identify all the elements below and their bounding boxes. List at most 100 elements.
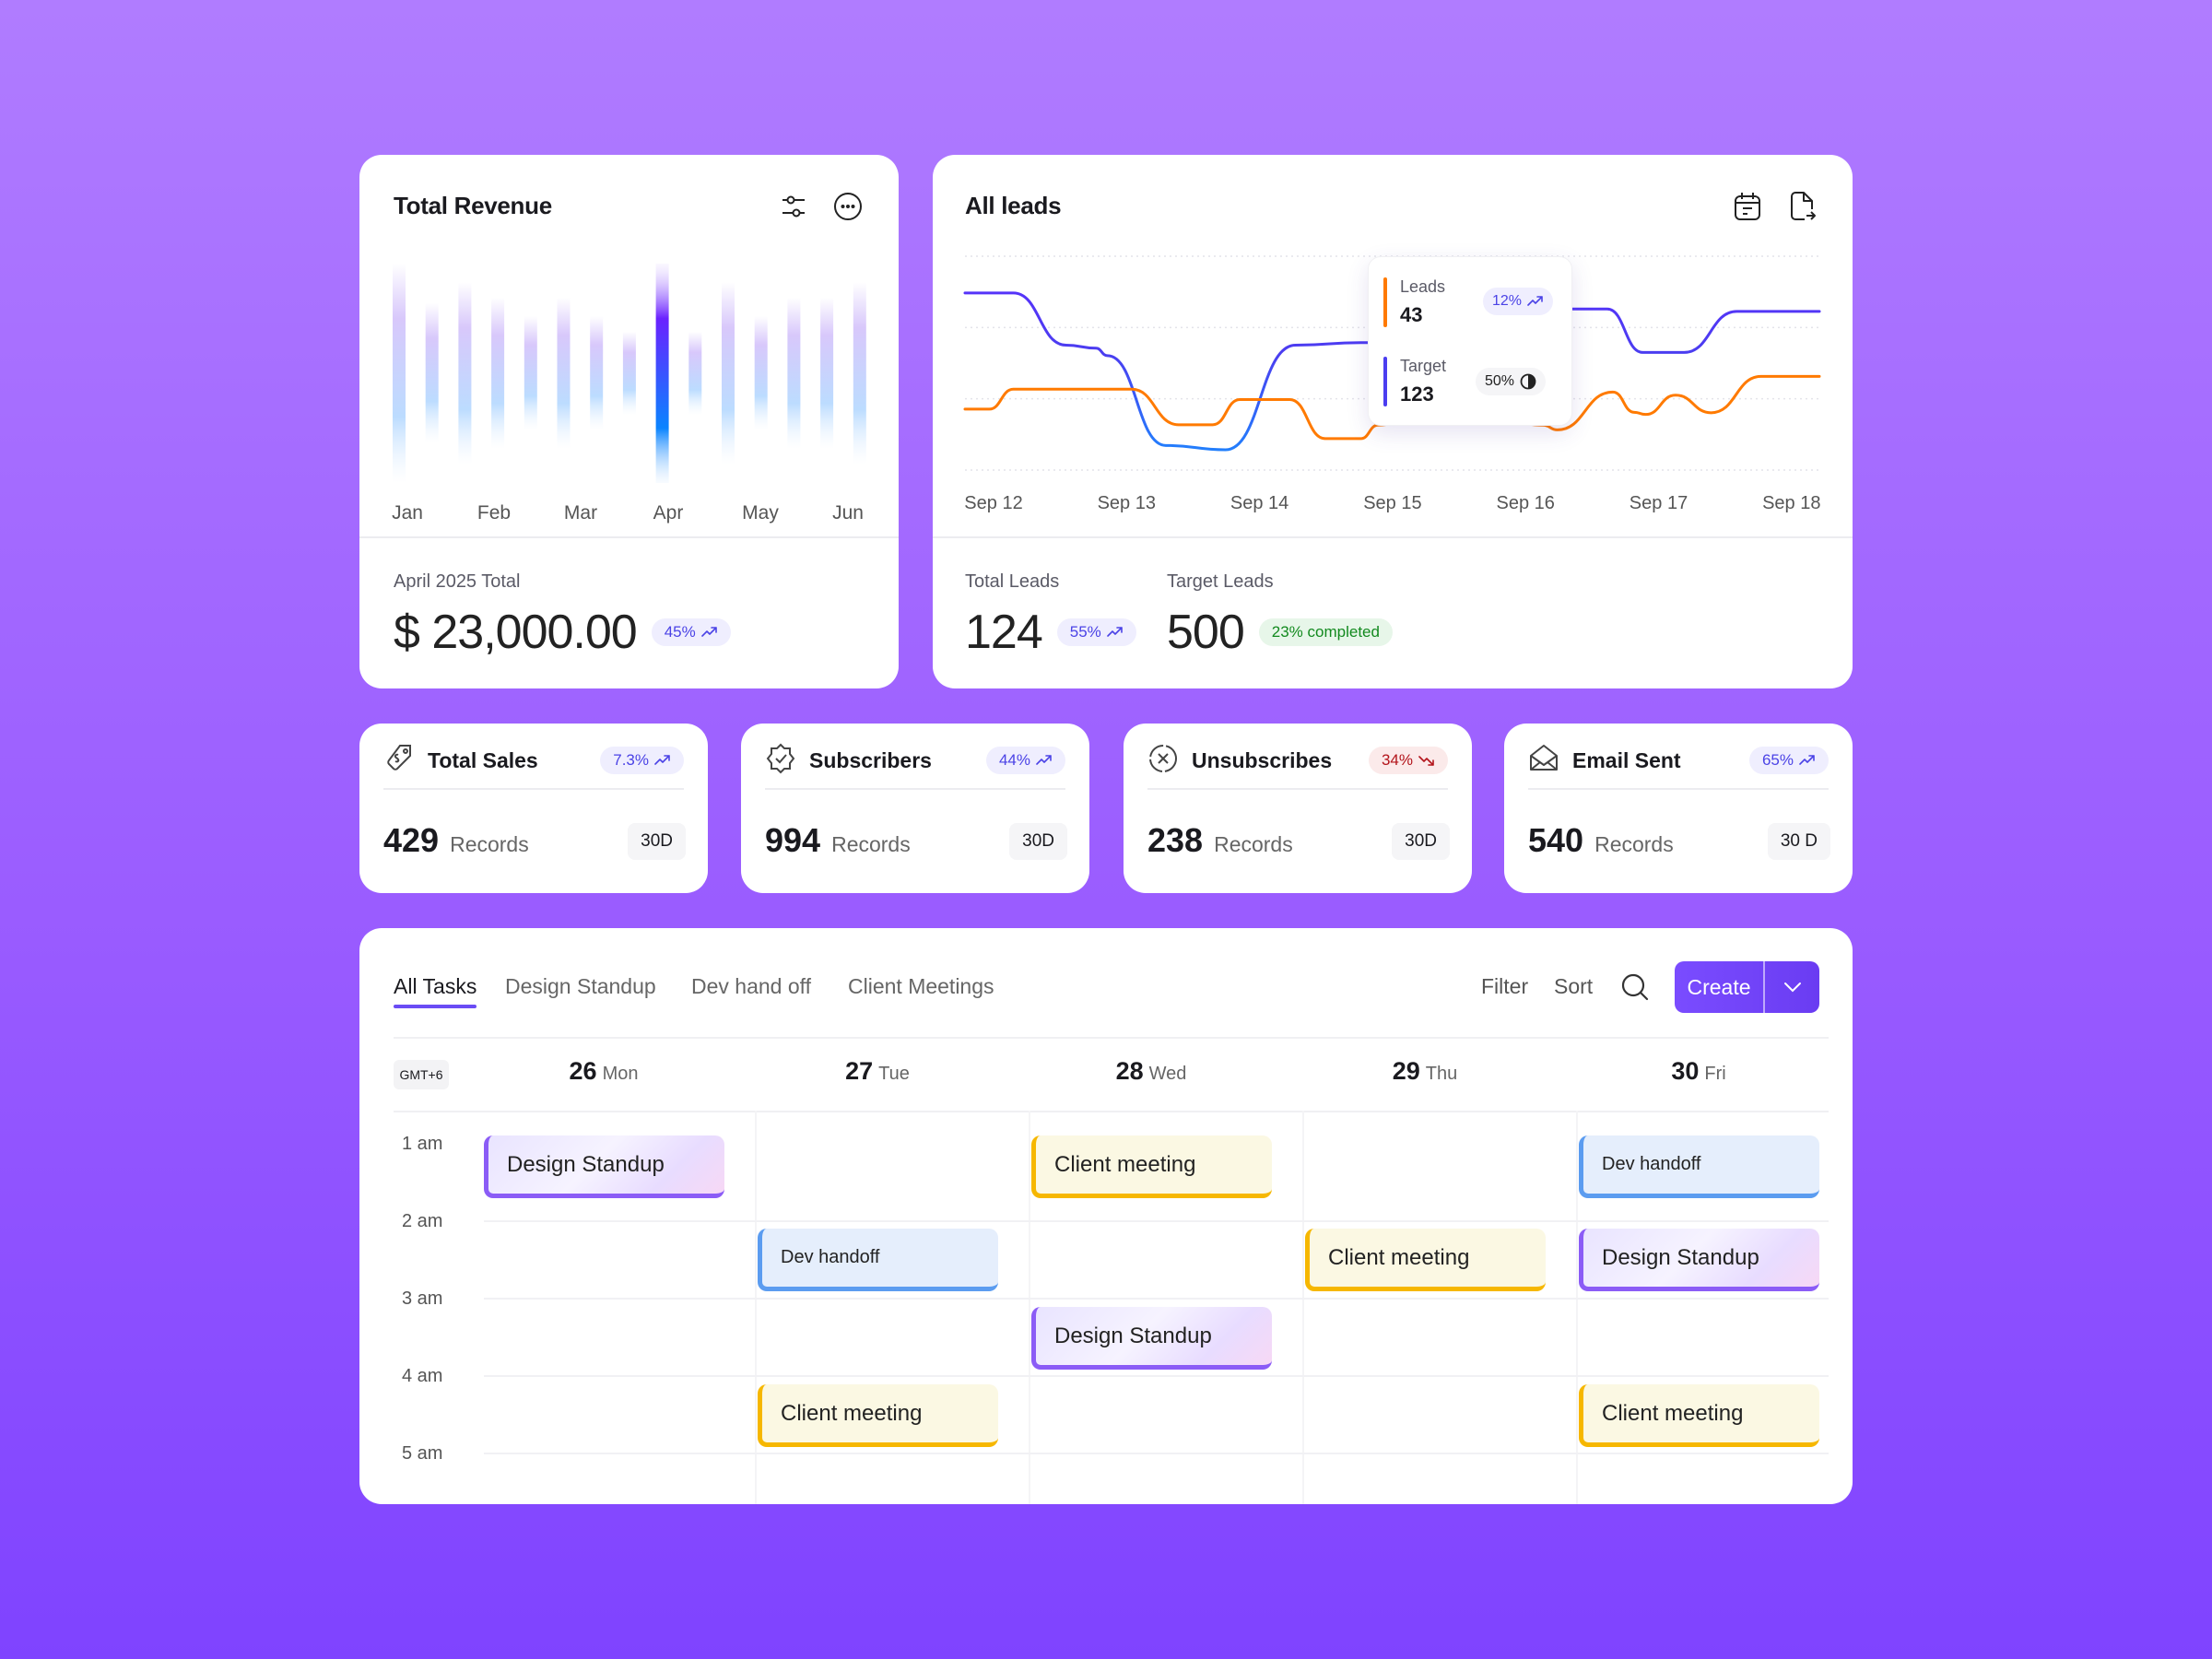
revenue-bar: [754, 316, 768, 430]
hour-label: 3 am: [402, 1288, 443, 1309]
stat-change-badge: 44%: [985, 747, 1065, 774]
envelope-open-icon: [1528, 743, 1559, 779]
divider: [1147, 788, 1448, 790]
stat-unit: Records: [1594, 832, 1674, 856]
day-header: 28 Wed: [1116, 1057, 1187, 1086]
day-name: Mon: [602, 1064, 639, 1084]
tooltip-leads-change-value: 12%: [1492, 293, 1523, 309]
period-selector[interactable]: 30D: [1392, 823, 1450, 860]
divider: [383, 788, 684, 790]
tab-dev-hand-off[interactable]: Dev hand off: [691, 974, 812, 998]
create-dropdown-button[interactable]: [1765, 961, 1819, 1013]
period-selector[interactable]: 30 D: [1767, 823, 1830, 860]
divider: [1528, 788, 1829, 790]
stat-card: Unsubscribes 34% 238 Records 30D: [1124, 724, 1472, 893]
stat-title: Email Sent: [1572, 747, 1681, 772]
revenue-change-badge: 45%: [651, 618, 731, 646]
day-header: 29 Thu: [1393, 1057, 1458, 1086]
target-leads-value: 500: [1167, 606, 1245, 659]
hour-gridline: [484, 1453, 1829, 1454]
hour-label: 1 am: [402, 1134, 443, 1154]
calendar-event-client[interactable]: Client meeting: [1031, 1135, 1272, 1198]
hour-gridline: [484, 1298, 1829, 1300]
sort-button[interactable]: Sort: [1554, 974, 1594, 998]
divider: [359, 536, 899, 538]
hour-label: 2 am: [402, 1211, 443, 1231]
trend-down-icon: [1418, 755, 1435, 766]
hour-label: 5 am: [402, 1443, 443, 1464]
calendar-event-client[interactable]: Client meeting: [1579, 1384, 1819, 1447]
tab-all-tasks[interactable]: All Tasks: [394, 974, 477, 1008]
more-icon[interactable]: [831, 190, 865, 223]
x-circle-icon: [1147, 743, 1179, 779]
day-number: 29: [1392, 1057, 1420, 1085]
tooltip-target-pct-value: 50%: [1485, 373, 1515, 389]
stat-unit: Records: [1214, 832, 1293, 856]
day-number: 26: [569, 1057, 597, 1085]
revenue-bar: [722, 282, 735, 465]
month-tick-label: Feb: [477, 502, 511, 524]
target-leads-label: Target Leads: [1167, 571, 1274, 592]
stat-title: Subscribers: [809, 747, 932, 772]
leads-legend-bar: [1383, 277, 1387, 327]
stat-value-row: 994 Records: [765, 821, 911, 860]
calendar-event-standup[interactable]: Design Standup: [1579, 1229, 1819, 1291]
month-tick-label: Jan: [392, 502, 423, 524]
revenue-bar: [590, 316, 604, 430]
calendar-event-dev[interactable]: Dev handoff: [758, 1229, 998, 1291]
revenue-bar: [393, 264, 406, 483]
calendar-event-dev[interactable]: Dev handoff: [1579, 1135, 1819, 1198]
revenue-bar: [655, 264, 669, 483]
stat-change-badge: 7.3%: [600, 747, 684, 774]
total-leads-label: Total Leads: [965, 571, 1060, 592]
stat-card-header: Email Sent 65%: [1528, 742, 1829, 779]
hour-gridline: [484, 1220, 1829, 1222]
stat-change: 65%: [1761, 751, 1794, 769]
calendar-event-client[interactable]: Client meeting: [758, 1384, 998, 1447]
day-number: 27: [845, 1057, 874, 1085]
day-name: Wed: [1148, 1064, 1187, 1084]
stat-card: Total Sales 7.3% 429 Records 30D: [359, 724, 708, 893]
filter-button[interactable]: Filter: [1481, 974, 1529, 998]
revenue-bar: [458, 282, 472, 465]
calendar-icon[interactable]: [1731, 190, 1764, 223]
day-header: 27 Tue: [845, 1057, 910, 1086]
sliders-icon[interactable]: [777, 190, 810, 223]
divider: [765, 788, 1065, 790]
stat-unit: Records: [450, 832, 529, 856]
tooltip-leads-change: 12%: [1483, 288, 1554, 315]
x-tick-label: Sep 12: [964, 493, 1022, 513]
x-tick-label: Sep 14: [1230, 493, 1288, 513]
export-file-icon[interactable]: [1786, 190, 1819, 223]
tab-design-standup[interactable]: Design Standup: [505, 974, 656, 998]
stat-change: 34%: [1381, 751, 1413, 769]
day-header: 26 Mon: [570, 1057, 639, 1086]
stat-change: 7.3%: [613, 751, 649, 769]
period-selector[interactable]: 30D: [1009, 823, 1067, 860]
total-leads-row: 124 55%: [965, 605, 1136, 660]
tab-client-meetings[interactable]: Client Meetings: [848, 974, 994, 998]
tooltip-leads-label: Leads: [1400, 277, 1446, 296]
tooltip-leads-value: 43: [1400, 303, 1423, 326]
calendar-event-standup[interactable]: Design Standup: [1031, 1307, 1272, 1370]
x-tick-label: Sep 17: [1630, 493, 1688, 513]
month-tick-label: May: [742, 502, 779, 524]
period-selector[interactable]: 30D: [628, 823, 686, 860]
search-icon[interactable]: [1618, 971, 1652, 1004]
chevron-down-icon: [1783, 982, 1801, 993]
stat-value-row: 238 Records: [1147, 821, 1293, 860]
timezone-badge: GMT+6: [394, 1060, 449, 1089]
day-number: 28: [1115, 1057, 1144, 1085]
create-button[interactable]: Create: [1675, 961, 1765, 1013]
day-name: Tue: [878, 1064, 910, 1084]
stat-card: Subscribers 44% 994 Records 30D: [741, 724, 1089, 893]
revenue-bar: [524, 316, 537, 430]
stat-card-header: Subscribers 44%: [765, 742, 1065, 779]
x-tick-label: Sep 16: [1497, 493, 1555, 513]
hour-gridline: [484, 1375, 1829, 1377]
create-split-button: Create: [1675, 961, 1819, 1013]
calendar-event-standup[interactable]: Design Standup: [484, 1135, 724, 1198]
revenue-card: Total Revenue Jan Feb Mar Apr May Jun April 2…: [359, 155, 899, 688]
tooltip-target-value: 123: [1400, 382, 1434, 406]
calendar-event-client[interactable]: Client meeting: [1305, 1229, 1546, 1291]
